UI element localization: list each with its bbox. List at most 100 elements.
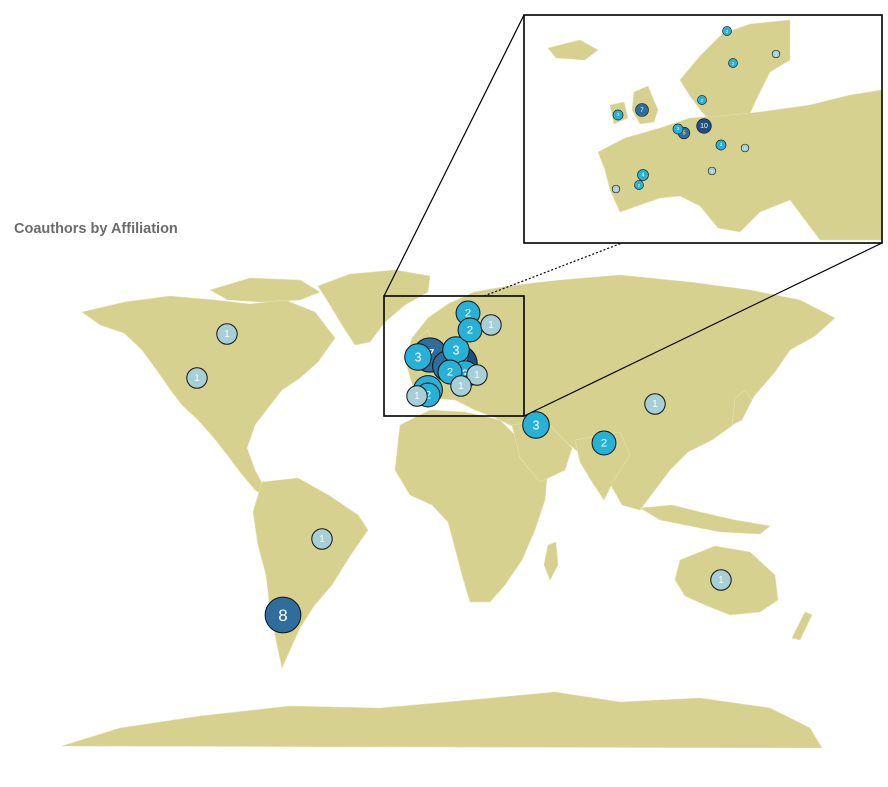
inset-connectors [383, 14, 883, 417]
inset-marker-circle-spain[interactable] [637, 169, 649, 181]
inset-marker-circle-poland[interactable] [740, 143, 750, 153]
marker-count-luxembourg: 2 [447, 367, 453, 379]
land-new-zealand [791, 611, 813, 641]
marker-italy[interactable]: 1 [450, 375, 472, 397]
inset-marker-count-morocco: 1 [615, 188, 617, 192]
marker-finland[interactable]: 1 [480, 314, 502, 336]
inset-marker-count-spain: 4 [642, 173, 645, 179]
marker-circle-finland[interactable] [480, 314, 502, 336]
inset-marker-sweden[interactable]: 2 [728, 58, 738, 68]
marker-circle-china[interactable] [644, 393, 666, 415]
inset-marker-spain[interactable]: 4 [637, 169, 649, 181]
marker-chile[interactable]: 8 [264, 596, 302, 634]
marker-count-brazil: 1 [319, 534, 324, 545]
marker-count-portugal: 2 [425, 390, 431, 402]
inset-marker-finland[interactable]: 1 [771, 49, 781, 59]
inset-marker-count-norway: 2 [726, 29, 729, 34]
marker-india[interactable]: 2 [591, 430, 617, 456]
marker-layer: 108754333322222111111111 [186, 300, 732, 634]
land-eurasia [404, 274, 836, 511]
land-africa [394, 409, 549, 603]
inset-marker-count-netherlands: 3 [677, 126, 680, 132]
inset-marker-count-united-kingdom: 7 [640, 107, 644, 114]
marker-poland[interactable]: 1 [466, 364, 488, 386]
inset-marker-norway[interactable]: 2 [722, 26, 732, 36]
inset-marker-portugal[interactable]: 2 [634, 180, 644, 190]
inset-marker-morocco[interactable]: 1 [611, 184, 621, 194]
marker-china[interactable]: 1 [644, 393, 666, 415]
land-south-america [252, 477, 369, 669]
marker-circle-australia[interactable] [710, 569, 732, 591]
marker-count-czech-republic: 3 [461, 368, 468, 382]
land-greenland [317, 269, 431, 346]
marker-count-australia: 1 [718, 575, 723, 586]
inset-marker-czech-republic[interactable]: 3 [715, 139, 727, 151]
marker-count-italy: 1 [458, 381, 463, 392]
land-arctic-islands [209, 277, 321, 303]
marker-brazil[interactable]: 1 [311, 528, 333, 550]
inset-marker-count-finland: 1 [775, 53, 777, 57]
inset-land-continent [597, 89, 883, 241]
marker-count-china: 1 [652, 399, 657, 410]
marker-morocco[interactable]: 1 [406, 385, 428, 407]
marker-australia[interactable]: 1 [710, 569, 732, 591]
connector-line-left [383, 14, 525, 297]
marker-count-finland: 1 [488, 320, 493, 331]
marker-count-united-states: 1 [194, 373, 199, 384]
inset-land-iceland [547, 39, 599, 61]
marker-count-norway: 2 [465, 308, 471, 320]
marker-count-ireland: 3 [414, 351, 421, 365]
connector-line-right [523, 242, 883, 417]
inset-marker-count-luxembourg: 2 [701, 98, 704, 103]
marker-circle-chile[interactable] [264, 596, 302, 634]
inset-marker-circle-czech-republic[interactable] [715, 139, 727, 151]
land-masses [61, 269, 836, 749]
marker-united-states[interactable]: 1 [186, 367, 208, 389]
marker-circle-india[interactable] [591, 430, 617, 456]
inset-marker-circle-finland[interactable] [771, 49, 781, 59]
inset-marker-circle-netherlands[interactable] [672, 123, 684, 135]
marker-circle-canada[interactable] [216, 323, 238, 345]
marker-circle-iran[interactable] [522, 411, 550, 439]
marker-sweden[interactable]: 2 [457, 317, 483, 343]
inset-marker-germany[interactable]: 10 [696, 118, 712, 134]
inset-marker-luxembourg[interactable]: 2 [697, 95, 707, 105]
marker-circle-ireland[interactable] [404, 343, 432, 371]
inset-marker-circle-germany[interactable] [696, 118, 712, 134]
marker-circle-italy[interactable] [450, 375, 472, 397]
marker-ireland[interactable]: 3 [404, 343, 432, 371]
inset-marker-count-germany: 10 [700, 123, 708, 130]
inset-marker-circle-ireland[interactable] [612, 109, 624, 121]
marker-iran[interactable]: 3 [522, 411, 550, 439]
marker-circle-united-states[interactable] [186, 367, 208, 389]
inset-marker-circle-sweden[interactable] [728, 58, 738, 68]
inset-marker-italy[interactable]: 1 [707, 166, 717, 176]
marker-count-poland: 1 [474, 370, 479, 381]
land-madagascar [543, 541, 559, 581]
marker-count-netherlands: 3 [452, 344, 459, 358]
zoom-region-box [383, 295, 525, 417]
land-antarctica [61, 691, 823, 749]
inset-marker-count-portugal: 2 [638, 183, 641, 188]
inset-marker-count-italy: 1 [711, 170, 713, 174]
inset-marker-ireland[interactable]: 3 [612, 109, 624, 121]
inset-marker-poland[interactable]: 1 [740, 143, 750, 153]
land-japan [731, 389, 753, 426]
marker-circle-brazil[interactable] [311, 528, 333, 550]
marker-circle-poland[interactable] [466, 364, 488, 386]
inset-marker-circle-morocco[interactable] [611, 184, 621, 194]
inset-land [547, 19, 883, 241]
marker-circle-morocco[interactable] [406, 385, 428, 407]
inset-marker-count-poland: 1 [744, 147, 746, 151]
inset-marker-circle-portugal[interactable] [634, 180, 644, 190]
inset-marker-united-kingdom[interactable]: 7 [635, 103, 649, 117]
marker-count-chile: 8 [278, 606, 287, 625]
inset-marker-circle-italy[interactable] [707, 166, 717, 176]
land-indonesia [639, 504, 771, 535]
inset-marker-netherlands[interactable]: 3 [672, 123, 684, 135]
inset-marker-circle-luxembourg[interactable] [697, 95, 707, 105]
marker-canada[interactable]: 1 [216, 323, 238, 345]
inset-marker-circle-norway[interactable] [722, 26, 732, 36]
inset-marker-circle-united-kingdom[interactable] [635, 103, 649, 117]
